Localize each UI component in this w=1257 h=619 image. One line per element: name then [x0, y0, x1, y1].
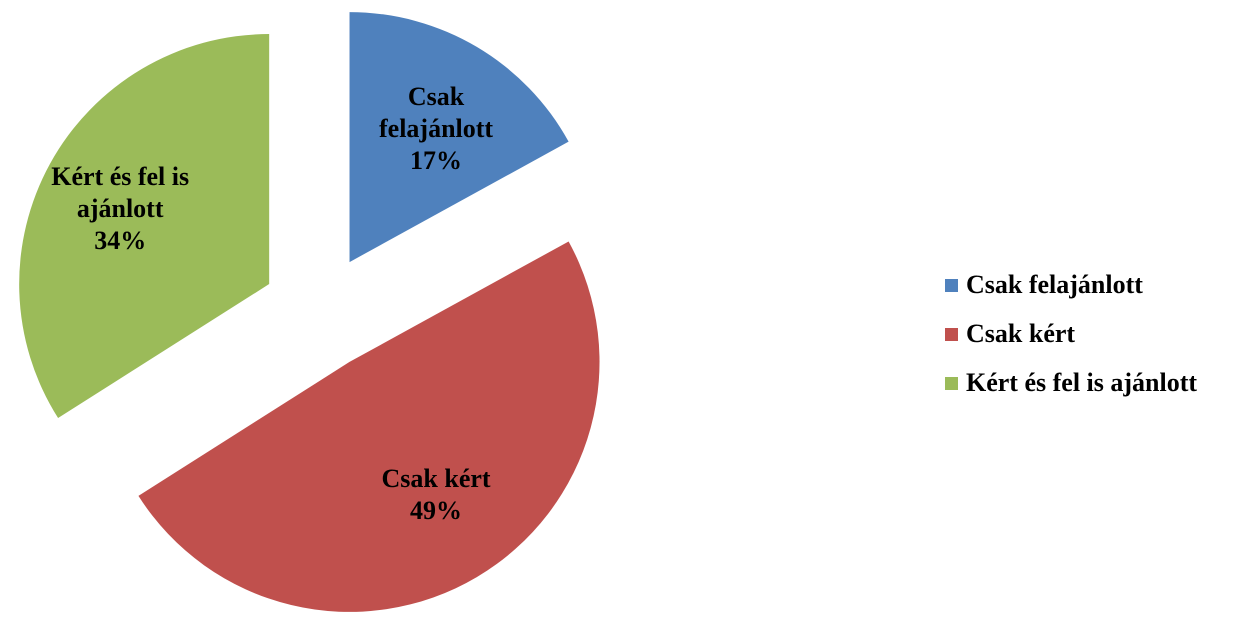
slice-percent: 34%	[94, 226, 147, 256]
slice-category: Csak felajánlott	[379, 81, 494, 143]
slice-category: Csak kért	[381, 464, 491, 494]
slice-category: Kért és fel is ajánlott	[51, 162, 190, 224]
legend-swatch	[945, 376, 958, 390]
slice-label: Csak kért 49%	[361, 463, 511, 527]
slice-percent: 17%	[410, 145, 463, 175]
pie-slice	[138, 241, 600, 612]
legend-item: Kért és fel is ajánlott	[945, 368, 1197, 398]
pie-slice	[349, 12, 569, 263]
legend-label: Kért és fel is ajánlott	[966, 368, 1198, 397]
legend-label: Csak felajánlott	[966, 270, 1143, 299]
slice-percent: 49%	[410, 496, 463, 526]
legend-item: Csak felajánlott	[945, 270, 1143, 300]
legend-swatch	[945, 327, 958, 341]
slice-label: Kért és fel is ajánlott 34%	[20, 161, 220, 257]
slice-label: Csak felajánlott 17%	[361, 81, 511, 177]
legend-swatch	[945, 278, 958, 292]
legend-label: Csak kért	[966, 319, 1076, 348]
legend-item: Csak kért	[945, 319, 1075, 349]
pie-slice	[19, 34, 270, 419]
